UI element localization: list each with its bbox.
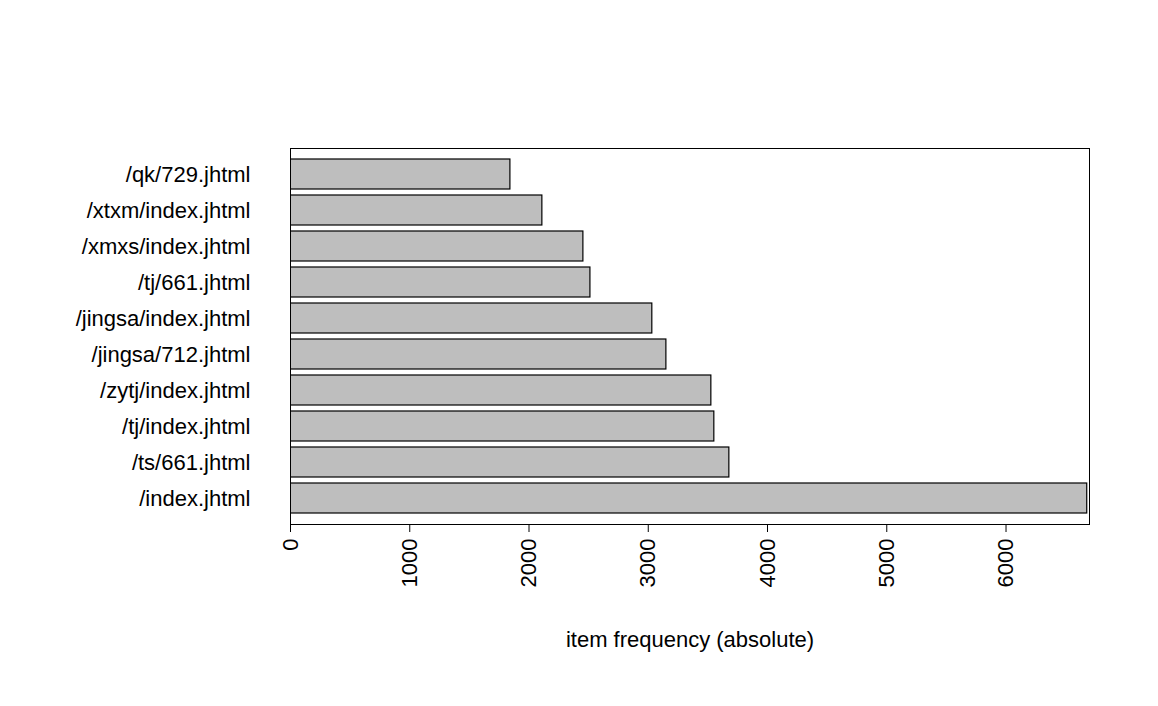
svg-text:/xmxs/index.jhtml: /xmxs/index.jhtml [82,234,251,259]
svg-text:/jingsa/index.jhtml: /jingsa/index.jhtml [76,306,251,331]
svg-text:/jingsa/712.jhtml: /jingsa/712.jhtml [92,342,251,367]
svg-text:3000: 3000 [635,539,660,588]
svg-text:5000: 5000 [874,539,899,588]
svg-text:1000: 1000 [397,539,422,588]
svg-text:/zytj/index.jhtml: /zytj/index.jhtml [100,378,250,403]
svg-text:0: 0 [278,539,303,551]
svg-text:/tj/661.jhtml: /tj/661.jhtml [138,270,251,295]
svg-text:2000: 2000 [516,539,541,588]
svg-text:/qk/729.jhtml: /qk/729.jhtml [126,162,251,187]
svg-text:item frequency (absolute): item frequency (absolute) [566,627,814,652]
svg-text:6000: 6000 [993,539,1018,588]
svg-text:/xtxm/index.jhtml: /xtxm/index.jhtml [87,198,251,223]
svg-text:/index.jhtml: /index.jhtml [139,486,250,511]
svg-text:4000: 4000 [755,539,780,588]
svg-text:/tj/index.jhtml: /tj/index.jhtml [122,414,250,439]
svg-text:/ts/661.jhtml: /ts/661.jhtml [132,450,251,475]
